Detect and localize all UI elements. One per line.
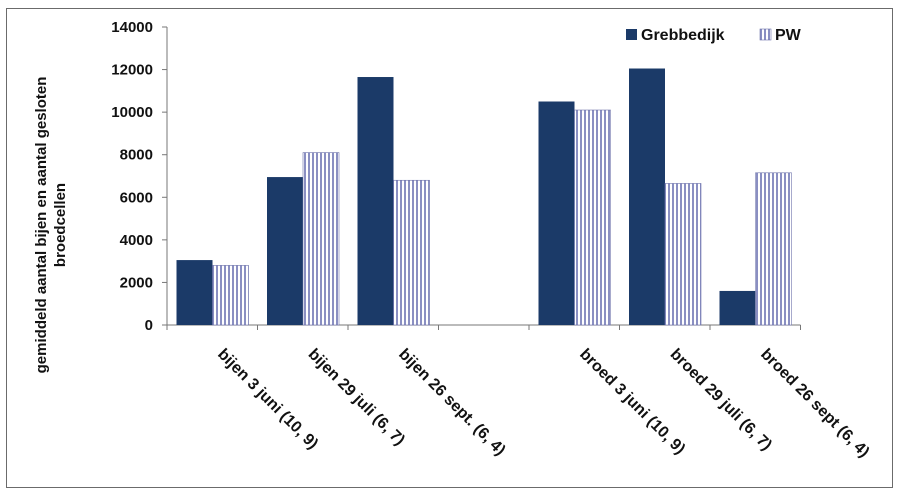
legend: Grebbedijk PW — [626, 27, 802, 44]
legend-swatch — [626, 29, 637, 40]
y-tick-label: 6000 — [120, 189, 153, 206]
bar-pw-2 — [393, 179, 430, 326]
legend-label: Grebbedijk — [641, 27, 725, 44]
bar-grebbedijk-4 — [538, 101, 575, 325]
x-tick-label: broed 29 juli (6, 7) — [667, 346, 775, 454]
x-tick-label: bijen 29 juli (6, 7) — [305, 346, 408, 449]
bar-pw-0 — [212, 265, 249, 326]
y-tick-label: 2000 — [120, 274, 153, 291]
bar-grebbedijk-0 — [176, 260, 213, 325]
x-tick-labels: bijen 3 juni (10, 9)bijen 29 juli (6, 7)… — [214, 346, 872, 461]
chart-frame — [6, 8, 893, 488]
y-axis-label-line: gemiddeld aantal bijen en aantal geslote… — [33, 77, 50, 374]
y-tick-label: 4000 — [120, 232, 153, 249]
x-tick-label: bijen 26 sept. (6, 4) — [395, 346, 508, 459]
bar-grebbedijk-5 — [629, 68, 665, 325]
y-tick-label: 0 — [145, 317, 153, 334]
legend-label: PW — [775, 27, 802, 44]
x-tick-label: broed 26 sept (6, 4) — [757, 346, 872, 461]
bar-pw-6 — [755, 172, 792, 326]
y-tick-label: 14000 — [111, 19, 153, 36]
x-tick-label: bijen 3 juni (10, 9) — [214, 346, 321, 453]
bars — [176, 68, 792, 326]
bar-pw-5 — [664, 183, 702, 326]
bar-pw-4 — [574, 109, 611, 326]
bar-grebbedijk-2 — [357, 77, 394, 326]
bar-pw-1 — [302, 152, 340, 326]
bar-grebbedijk-1 — [267, 177, 303, 325]
bar-grebbedijk-6 — [719, 290, 756, 325]
y-tick-label: 8000 — [120, 147, 153, 164]
legend-swatch — [759, 28, 772, 41]
y-tick-label: 12000 — [111, 62, 153, 79]
x-tick-label: broed 3 juni (10, 9) — [576, 346, 688, 458]
y-axis-label: gemiddeld aantal bijen en aantal geslote… — [33, 77, 69, 374]
y-axis-label-line: broedcellen — [52, 183, 69, 267]
y-tick-label: 10000 — [111, 104, 153, 121]
